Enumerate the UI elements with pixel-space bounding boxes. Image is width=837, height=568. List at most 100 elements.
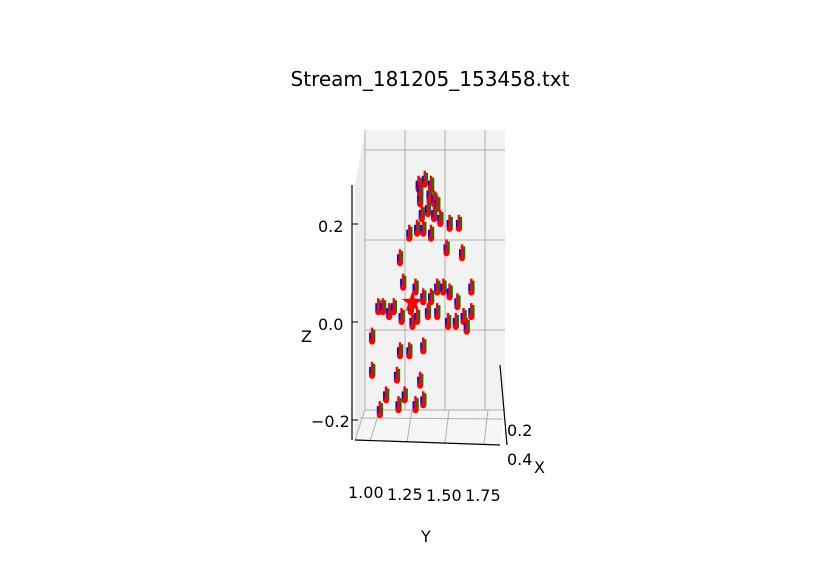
x-tick-label: 0.4: [507, 450, 532, 469]
point-marker: [414, 319, 421, 325]
point-marker: [375, 309, 382, 316]
point-marker: [424, 211, 431, 218]
grid-line: [406, 409, 413, 443]
x-tick-label: 0.2: [507, 421, 532, 440]
data-point: [398, 308, 405, 325]
data-point: [414, 219, 421, 237]
point-marker: [420, 348, 427, 355]
data-point: [443, 239, 450, 257]
data-point: [421, 170, 429, 188]
data-point: [412, 278, 419, 296]
y-tick-label: 1.75: [465, 486, 501, 505]
point-marker: [463, 328, 470, 335]
data-point: [390, 298, 398, 316]
point-marker: [431, 216, 438, 223]
point-marker: [412, 407, 419, 414]
x-axis-label: X: [534, 458, 545, 477]
data-point: [446, 283, 453, 301]
point-marker: [397, 353, 403, 360]
data-points: [369, 170, 475, 419]
point-marker: [379, 309, 386, 316]
data-point: [468, 278, 475, 296]
data-point: [459, 244, 466, 262]
data-point: [401, 386, 408, 404]
data-point: [418, 205, 425, 223]
data-point: [463, 317, 470, 335]
point-marker: [468, 289, 475, 296]
data-point: [424, 200, 432, 218]
z-axis-label: Z: [301, 327, 312, 346]
back-pane: [365, 130, 505, 410]
point-marker: [420, 230, 427, 237]
data-point: [434, 303, 441, 321]
y-axis-label: Y: [420, 527, 431, 546]
point-marker: [406, 235, 413, 242]
point-marker: [414, 230, 421, 237]
point-marker: [393, 377, 400, 384]
data-point: [397, 342, 404, 360]
point-marker: [395, 407, 402, 414]
point-marker: [420, 402, 427, 409]
point-marker: [446, 225, 453, 232]
point-marker: [446, 294, 453, 301]
point-marker: [434, 314, 441, 321]
point-marker: [437, 221, 444, 227]
data-point: [440, 278, 447, 296]
point-marker: [428, 235, 434, 242]
point-marker: [398, 319, 405, 325]
grid-line: [483, 409, 489, 445]
point-marker: [406, 353, 413, 360]
point-marker: [434, 289, 441, 296]
point-marker: [376, 412, 383, 419]
point-marker: [386, 314, 393, 321]
data-point: [395, 396, 402, 414]
point-marker: [397, 260, 403, 267]
data-point: [428, 224, 435, 242]
point-marker: [428, 299, 434, 306]
side-pane: [355, 130, 365, 440]
chart-title: Stream_181205_153458.txt: [291, 67, 570, 91]
z-tick-label: 0.2: [318, 217, 343, 236]
data-point: [379, 298, 387, 316]
grid-line: [359, 417, 504, 420]
point-marker: [390, 309, 397, 316]
data-point: [400, 273, 407, 291]
point-marker: [459, 255, 465, 262]
data-point: [428, 288, 435, 306]
data-point: [437, 210, 444, 227]
point-marker: [412, 289, 419, 296]
data-point: [420, 219, 427, 237]
data-point: [369, 327, 376, 345]
point-marker: [417, 382, 424, 389]
y-tick-label: 1.25: [387, 485, 423, 504]
data-point: [424, 303, 432, 321]
origin-star-marker: [401, 291, 423, 312]
data-point: [454, 293, 461, 311]
point-marker: [454, 304, 461, 311]
point-marker: [455, 225, 462, 232]
grid-lines: [352, 130, 505, 445]
data-point: [383, 386, 390, 404]
data-point: [420, 288, 427, 306]
data-point: [434, 278, 441, 296]
axes-3d: [351, 130, 508, 446]
data-point: [393, 366, 401, 384]
point-marker: [445, 323, 452, 330]
y-axis-line: [354, 439, 501, 446]
data-point: [397, 249, 404, 267]
point-marker: [420, 299, 427, 306]
point-marker: [400, 284, 407, 291]
point-marker: [452, 323, 459, 330]
point-marker: [383, 397, 390, 404]
point-marker: [369, 372, 376, 379]
point-marker: [401, 397, 408, 404]
y-tick-label: 1.50: [426, 486, 462, 505]
data-point: [412, 396, 419, 414]
data-point: [376, 401, 384, 419]
y-tick-label: 1.00: [348, 483, 384, 502]
point-marker: [443, 250, 450, 257]
data-point: [455, 214, 463, 232]
data-point: [414, 308, 421, 325]
data-point: [406, 342, 413, 360]
